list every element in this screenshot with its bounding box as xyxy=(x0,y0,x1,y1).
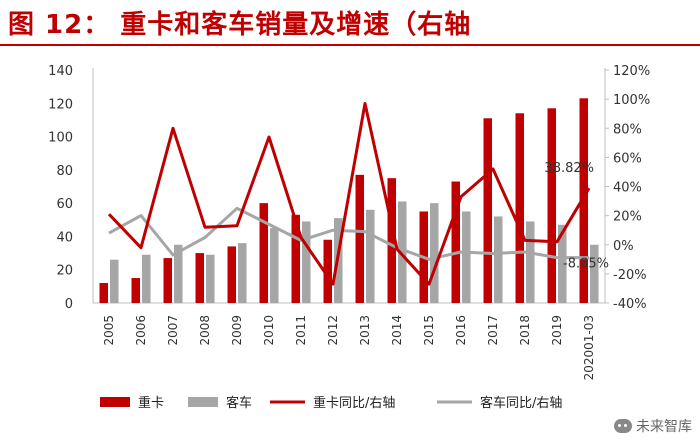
x-tick-label: 2009 xyxy=(230,315,244,346)
chart-title: 图 12： 重卡和客车销量及增速（右轴 xyxy=(8,10,472,40)
bar-heavy-truck xyxy=(195,253,204,303)
legend-label: 客车 xyxy=(226,395,252,411)
bar-heavy-truck xyxy=(547,108,556,304)
y-left-tick-label: 40 xyxy=(56,230,73,245)
title-rule xyxy=(0,44,700,46)
x-tick-label: 2005 xyxy=(102,315,116,346)
bar-bus xyxy=(270,228,279,303)
bar-bus xyxy=(494,216,503,303)
bar-bus xyxy=(302,221,311,303)
legend-swatch xyxy=(100,397,130,407)
bar-bus xyxy=(206,254,215,303)
y-left-tick-label: 0 xyxy=(65,297,73,312)
bar-heavy-truck xyxy=(451,181,460,303)
bar-bus xyxy=(174,244,183,303)
bar-heavy-truck xyxy=(99,283,108,303)
bar-heavy-truck xyxy=(579,98,588,304)
y-right-tick-label: -40% xyxy=(613,297,647,312)
legend-swatch xyxy=(188,397,218,407)
bar-bus xyxy=(398,201,407,303)
annotation-heavy-yoy: 38.82% xyxy=(544,161,594,176)
y-left-tick-label: 80 xyxy=(56,164,73,179)
wechat-icon xyxy=(614,419,632,433)
bar-heavy-truck xyxy=(227,246,236,303)
y-right-tick-label: -20% xyxy=(613,268,647,283)
x-tick-label: 2017 xyxy=(486,315,500,346)
watermark: 未来智库 xyxy=(614,416,692,436)
bar-bus xyxy=(110,259,119,303)
x-tick-label: 2015 xyxy=(422,315,436,346)
x-tick-label: 202001-03 xyxy=(582,315,596,380)
x-tick-label: 2013 xyxy=(358,315,372,346)
x-tick-label: 2011 xyxy=(294,315,308,346)
line-heavy-truck-yoy xyxy=(107,102,591,286)
x-tick-label: 2007 xyxy=(166,315,180,346)
y-left-tick-label: 100 xyxy=(48,131,73,146)
line-bus-yoy xyxy=(108,206,589,261)
x-tick-label: 2006 xyxy=(134,315,148,346)
bar-heavy-truck xyxy=(387,178,396,303)
bar-bus xyxy=(526,221,535,303)
bar-bus xyxy=(590,244,599,303)
bar-heavy-truck xyxy=(483,118,492,303)
y-left-tick-label: 140 xyxy=(48,64,73,79)
bar-heavy-truck xyxy=(323,239,332,303)
bar-heavy-truck xyxy=(291,214,300,303)
bar-heavy-truck xyxy=(259,203,268,303)
legend-label: 重卡 xyxy=(138,395,164,411)
x-tick-label: 2008 xyxy=(198,315,212,346)
bar-bus xyxy=(238,243,247,303)
bar-bus xyxy=(558,224,567,303)
x-tick-label: 2019 xyxy=(550,315,564,346)
bar-heavy-truck xyxy=(163,258,172,303)
y-right-tick-label: 80% xyxy=(613,122,642,137)
y-right-tick-label: 0% xyxy=(613,239,634,254)
bar-heavy-truck xyxy=(131,278,140,303)
y-right-tick-label: 120% xyxy=(613,64,650,79)
x-tick-label: 2010 xyxy=(262,315,276,346)
x-tick-label: 2012 xyxy=(326,315,340,346)
y-right-tick-label: 20% xyxy=(613,210,642,225)
y-left-tick-label: 20 xyxy=(56,264,73,279)
y-right-tick-label: 40% xyxy=(613,181,642,196)
annotation-bus-yoy: -8.85% xyxy=(563,257,609,272)
y-right-tick-label: 60% xyxy=(613,151,642,166)
bar-bus xyxy=(142,254,151,303)
watermark-text: 未来智库 xyxy=(636,419,692,435)
y-left-tick-label: 60 xyxy=(56,197,73,212)
x-tick-label: 2016 xyxy=(454,315,468,346)
legend-label: 重卡同比/右轴 xyxy=(313,395,395,411)
x-tick-label: 2014 xyxy=(390,315,404,346)
bar-heavy-truck xyxy=(515,113,524,304)
y-right-tick-label: 100% xyxy=(613,93,650,108)
bar-heavy-truck xyxy=(355,174,364,303)
y-left-tick-label: 120 xyxy=(48,97,73,112)
bar-bus xyxy=(366,209,375,303)
legend-label: 客车同比/右轴 xyxy=(480,395,562,411)
x-tick-label: 2018 xyxy=(518,315,532,346)
bar-bus xyxy=(462,211,471,303)
title-bar: 图 12： 重卡和客车销量及增速（右轴 xyxy=(0,0,700,46)
bar-bus xyxy=(430,203,439,303)
